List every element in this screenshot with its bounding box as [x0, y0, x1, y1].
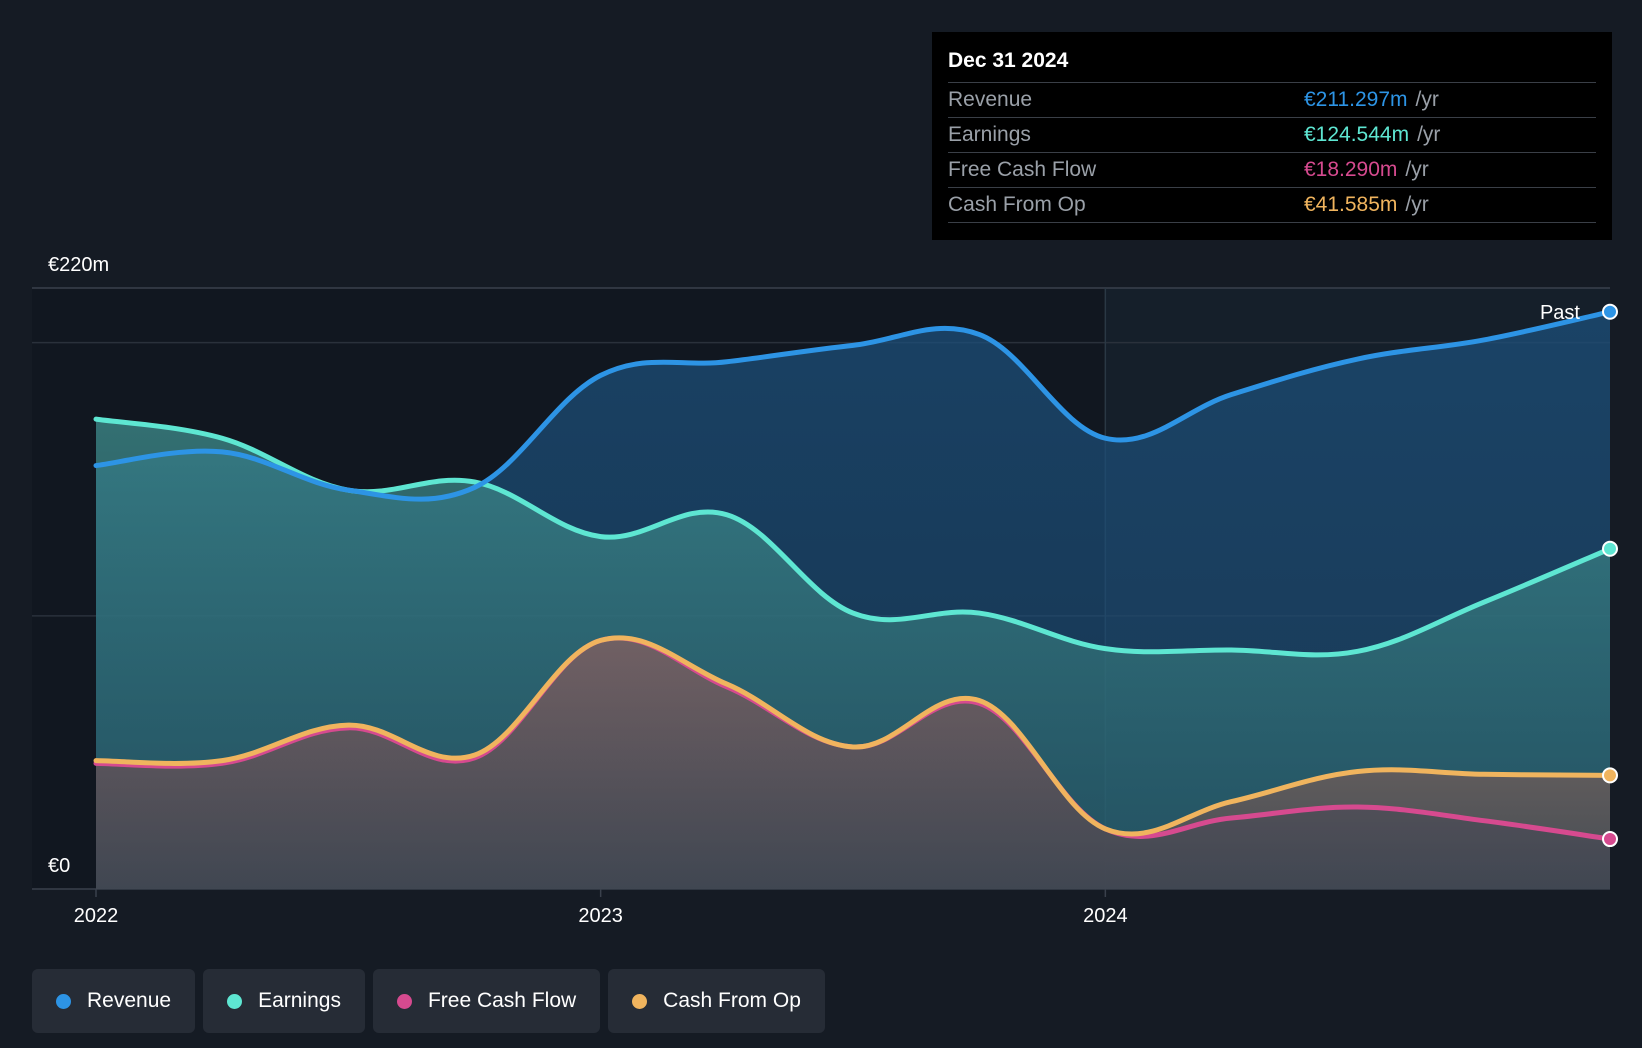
legend-label: Free Cash Flow	[427, 989, 577, 1012]
x-tick-label: 2022	[74, 905, 119, 927]
legend-label: Cash From Op	[663, 989, 801, 1012]
tooltip-row: Cash From Op €41.585m/yr	[948, 188, 1596, 223]
earnings-end-point[interactable]	[1602, 540, 1618, 557]
legend-label: Revenue	[87, 989, 172, 1012]
free-cash-flow-area	[96, 637, 1610, 889]
tooltip-row-unit: /yr	[1415, 88, 1439, 111]
free-cash-flow-end-point[interactable]	[1602, 831, 1618, 848]
revenue-line	[93, 309, 1613, 502]
tooltip-row-unit: /yr	[1405, 158, 1429, 181]
legend-dot-icon	[56, 993, 71, 1009]
tooltip: Dec 31 2024 Revenue €211.297m/yr Earnings €…	[932, 32, 1612, 240]
legend-dot-icon	[396, 993, 412, 1009]
legend-item-revenue[interactable]: Revenue	[32, 969, 196, 1033]
x-tick-label: 2023	[578, 905, 623, 927]
tooltip-date: Dec 31 2024	[948, 46, 1596, 83]
legend-item-free-cash-flow[interactable]: Free Cash Flow	[372, 969, 601, 1033]
tooltip-row-value: €18.290m	[1304, 158, 1398, 181]
tooltip-row: Earnings €124.544m/yr	[948, 118, 1596, 153]
tooltip-row: Free Cash Flow €18.290m/yr	[948, 153, 1596, 188]
legend-label: Earnings	[258, 989, 341, 1012]
cash-from-op-end-point[interactable]	[1602, 767, 1618, 784]
legend-dot-icon	[632, 993, 648, 1009]
tooltip-row-label: Cash From Op	[948, 193, 1086, 216]
revenue-end-point[interactable]	[1602, 303, 1618, 320]
tooltip-row-value: €211.297m	[1304, 88, 1408, 111]
y-axis-top-label: €220m	[48, 254, 109, 276]
tooltip-row-unit: /yr	[1417, 123, 1441, 146]
tooltip-row: Revenue €211.297m/yr	[948, 83, 1596, 118]
legend-dot-icon	[227, 993, 243, 1009]
tooltip-row-label: Revenue	[948, 88, 1033, 111]
tooltip-row-value: €124.544m	[1304, 123, 1410, 146]
legend-item-earnings[interactable]: Earnings	[203, 969, 365, 1033]
legend-item-cash-from-op[interactable]: Cash From Op	[608, 969, 825, 1033]
x-tick-label: 2024	[1083, 905, 1128, 927]
y-axis-bottom-label: €0	[48, 855, 70, 877]
cash-from-op-line	[93, 635, 1613, 837]
tooltip-row-label: Earnings	[948, 123, 1031, 146]
legend: Revenue Earnings Free Cash Flow Cash From O…	[32, 969, 825, 1033]
tooltip-row-unit: /yr	[1405, 193, 1429, 216]
tooltip-row-value: €41.585m	[1304, 193, 1398, 216]
tooltip-row-label: Free Cash Flow	[948, 158, 1097, 181]
past-label: Past	[1540, 302, 1580, 324]
